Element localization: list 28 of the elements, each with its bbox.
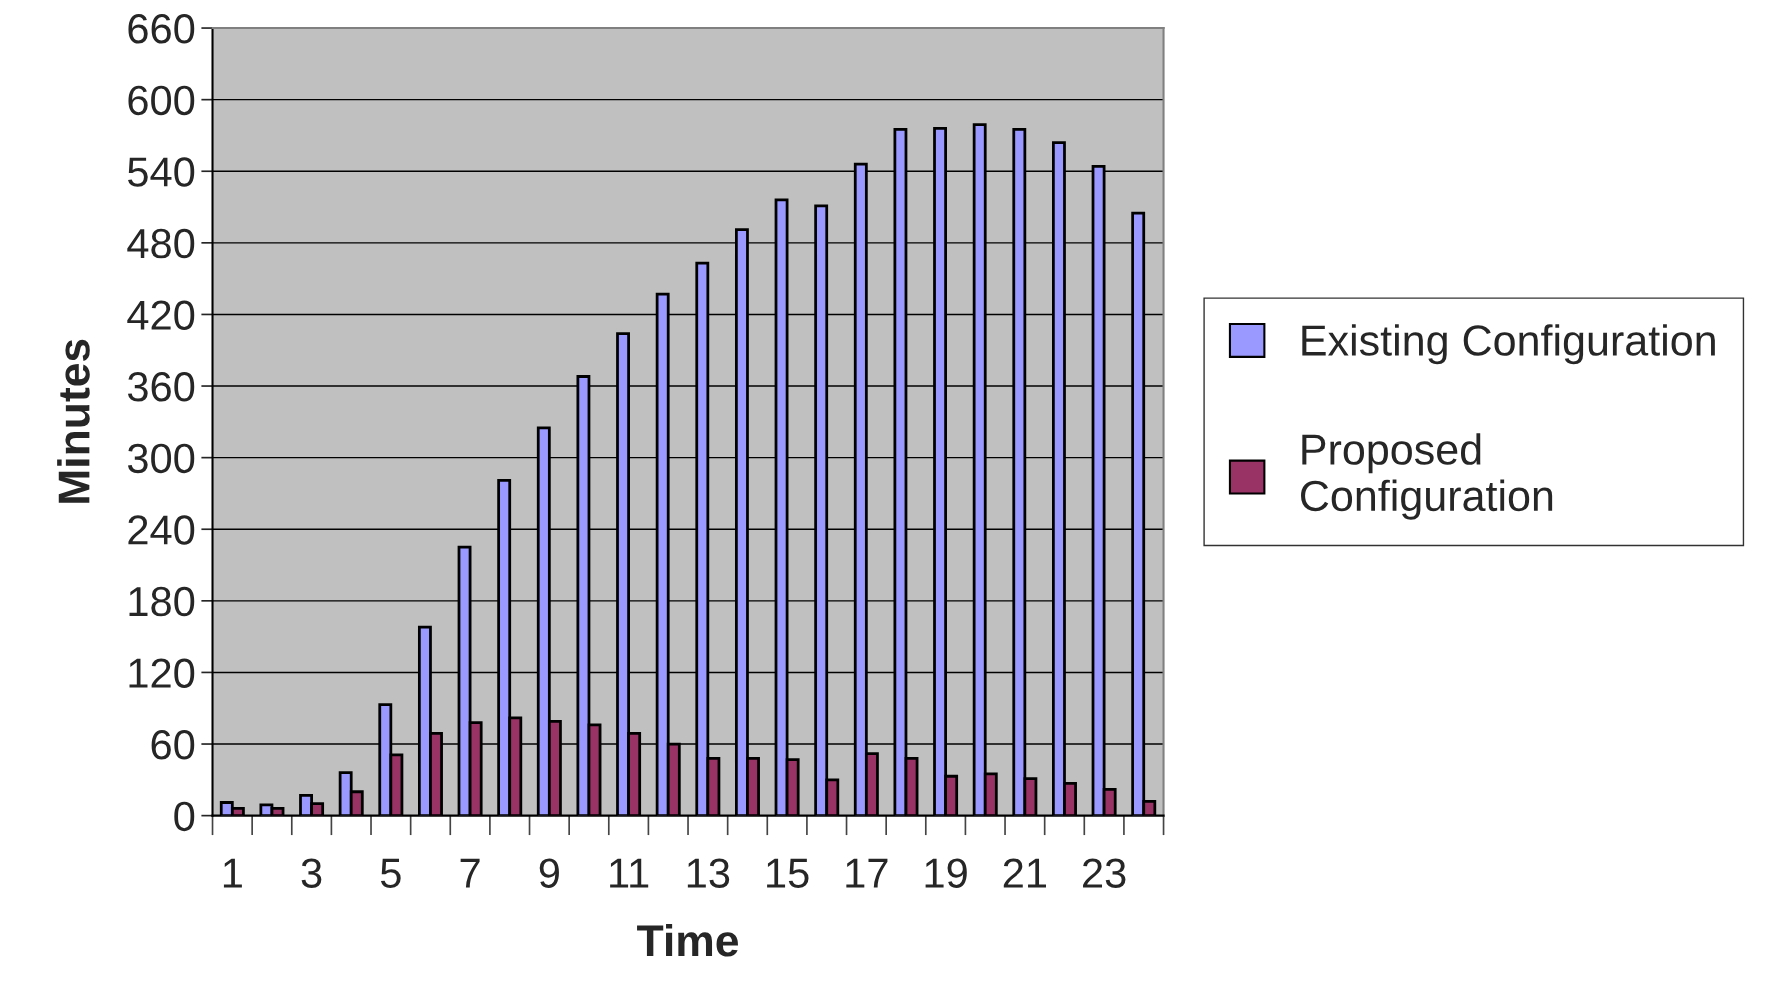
x-tick-label: 15 [767, 858, 809, 888]
x-tick-label: 1 [223, 858, 242, 888]
legend-label: Existing Configuration [1302, 324, 1715, 365]
x-tick-label: 23 [1083, 858, 1126, 888]
x-tick-label: 11 [610, 858, 649, 888]
y-tick-label: 60 [151, 730, 195, 760]
y-tick-label: 180 [129, 586, 195, 617]
x-axis-title: Time [637, 923, 738, 957]
x-tick-label: 17 [846, 858, 888, 888]
y-tick-label: 300 [127, 443, 195, 474]
legend-label: Proposed Configuration [1301, 433, 1553, 520]
y-tick-label: 0 [174, 801, 195, 832]
x-tick-label: 9 [539, 858, 559, 888]
x-tick-label: 3 [301, 858, 322, 888]
y-tick-label: 540 [128, 157, 195, 187]
y-tick-label: 660 [128, 14, 195, 44]
y-tick-label: 480 [127, 228, 195, 259]
x-tick-label: 7 [460, 858, 480, 888]
y-tick-label: 120 [129, 658, 195, 688]
x-tick-label: 19 [925, 858, 967, 888]
x-tick-label: 5 [380, 858, 401, 888]
x-tick-label: 13 [687, 858, 730, 888]
y-tick-label: 420 [127, 300, 195, 330]
y-tick-label: 600 [128, 85, 195, 116]
x-tick-label: 21 [1003, 858, 1046, 888]
y-tick-label: 240 [128, 515, 195, 545]
y-axis-title: Minutes [57, 339, 90, 503]
y-tick-label: 360 [127, 372, 195, 402]
